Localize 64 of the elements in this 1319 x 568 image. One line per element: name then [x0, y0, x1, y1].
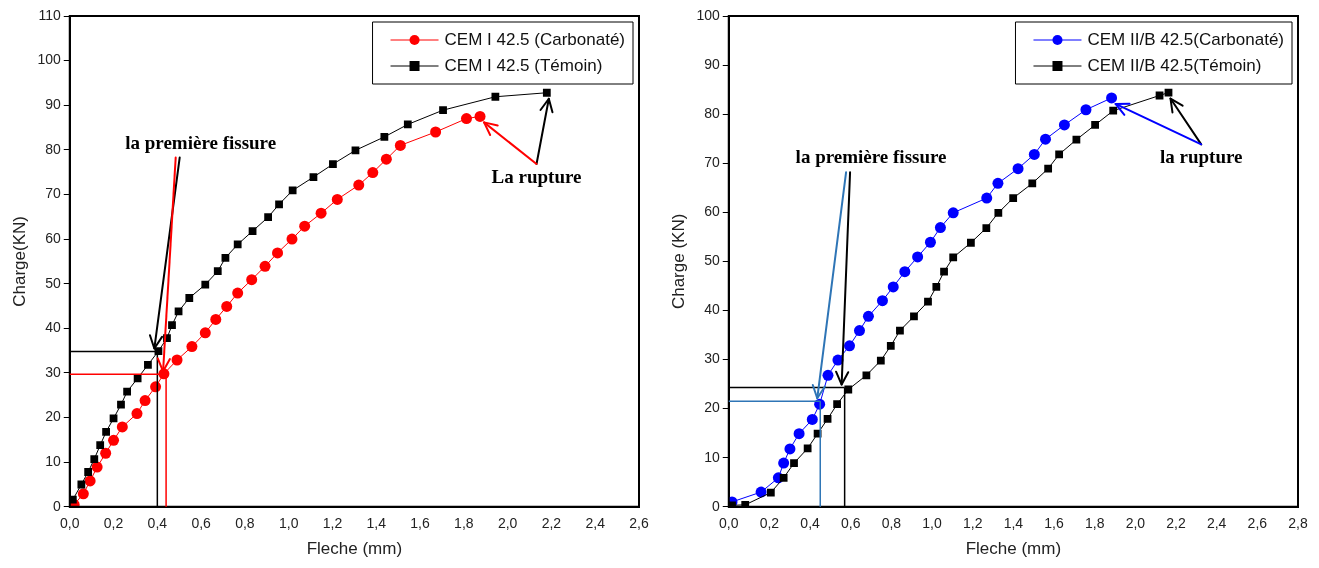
x-tick-label: 1,2	[962, 515, 983, 532]
y-tick-label: 40	[704, 301, 720, 318]
y-tick-label: 30	[45, 363, 61, 380]
x-tick-label: 2,6	[1247, 515, 1268, 532]
x-tick-label: 2,4	[585, 515, 606, 532]
x-tick-label: 0,8	[881, 515, 902, 532]
y-tick-label: 0	[52, 497, 61, 514]
annotation: la première fissure	[795, 146, 947, 168]
annotation: la rupture	[1159, 146, 1243, 168]
x-tick-label: 1,0	[278, 515, 299, 532]
y-tick-label: 90	[704, 55, 720, 72]
y-tick-label: 10	[45, 453, 61, 470]
y-axis-title: Charge (KN)	[668, 213, 688, 310]
x-axis-title: Fleche (mm)	[965, 539, 1062, 559]
x-tick-label: 0,8	[235, 515, 255, 532]
x-tick-label: 0,0	[719, 515, 739, 532]
y-tick-label: 80	[45, 140, 61, 157]
legend-label: CEM I 42.5 (Témoin)	[444, 55, 603, 75]
legend-label: CEM II/B 42.5(Carbonaté)	[1087, 29, 1284, 49]
y-tick-label: 70	[45, 185, 61, 202]
y-tick-label: 60	[45, 229, 61, 246]
x-tick-label: 1,8	[454, 515, 474, 532]
x-tick-label: 1,4	[366, 515, 387, 532]
x-tick-label: 0,0	[60, 515, 80, 532]
y-tick-label: 70	[704, 154, 720, 171]
x-tick-label: 2,4	[1206, 515, 1227, 532]
y-tick-label: 40	[45, 319, 61, 336]
y-tick-label: 80	[704, 105, 720, 122]
x-tick-label: 1,4	[1003, 515, 1024, 532]
y-tick-label: 50	[45, 274, 61, 291]
y-tick-label: 60	[704, 203, 720, 220]
x-tick-label: 0,4	[800, 515, 821, 532]
x-tick-label: 2,8	[1288, 515, 1308, 532]
x-tick-label: 0,6	[191, 515, 212, 532]
x-tick-label: 2,6	[629, 515, 649, 532]
x-tick-label: 1,6	[1044, 515, 1064, 532]
x-tick-label: 2,0	[1125, 515, 1146, 532]
y-tick-label: 100	[696, 6, 720, 23]
y-tick-label: 0	[711, 497, 720, 514]
x-tick-label: 1,6	[410, 515, 430, 532]
y-tick-label: 30	[704, 350, 720, 367]
annotation: la première fissure	[125, 131, 277, 153]
y-tick-label: 10	[704, 448, 720, 465]
y-tick-label: 90	[45, 96, 61, 113]
x-tick-label: 0,2	[759, 515, 780, 532]
x-tick-label: 1,8	[1084, 515, 1105, 532]
x-tick-label: 0,2	[103, 515, 124, 532]
y-tick-label: 110	[38, 6, 61, 23]
x-tick-label: 1,2	[322, 515, 343, 532]
y-tick-label: 100	[37, 51, 61, 68]
x-tick-label: 2,2	[1166, 515, 1186, 532]
y-axis-title: Charge(KN)	[9, 216, 29, 307]
x-axis-title: Fleche (mm)	[306, 539, 403, 559]
x-tick-label: 0,4	[147, 515, 168, 532]
y-tick-label: 20	[704, 399, 720, 416]
x-tick-label: 1,0	[922, 515, 942, 532]
y-tick-label: 50	[704, 252, 720, 269]
x-tick-label: 2,0	[497, 515, 518, 532]
y-tick-label: 20	[45, 408, 61, 425]
annotation: La rupture	[491, 165, 582, 187]
legend-label: CEM II/B 42.5(Témoin)	[1087, 55, 1262, 75]
x-tick-label: 0,6	[841, 515, 861, 532]
x-tick-label: 2,2	[541, 515, 562, 532]
legend-label: CEM I 42.5 (Carbonaté)	[444, 29, 625, 49]
